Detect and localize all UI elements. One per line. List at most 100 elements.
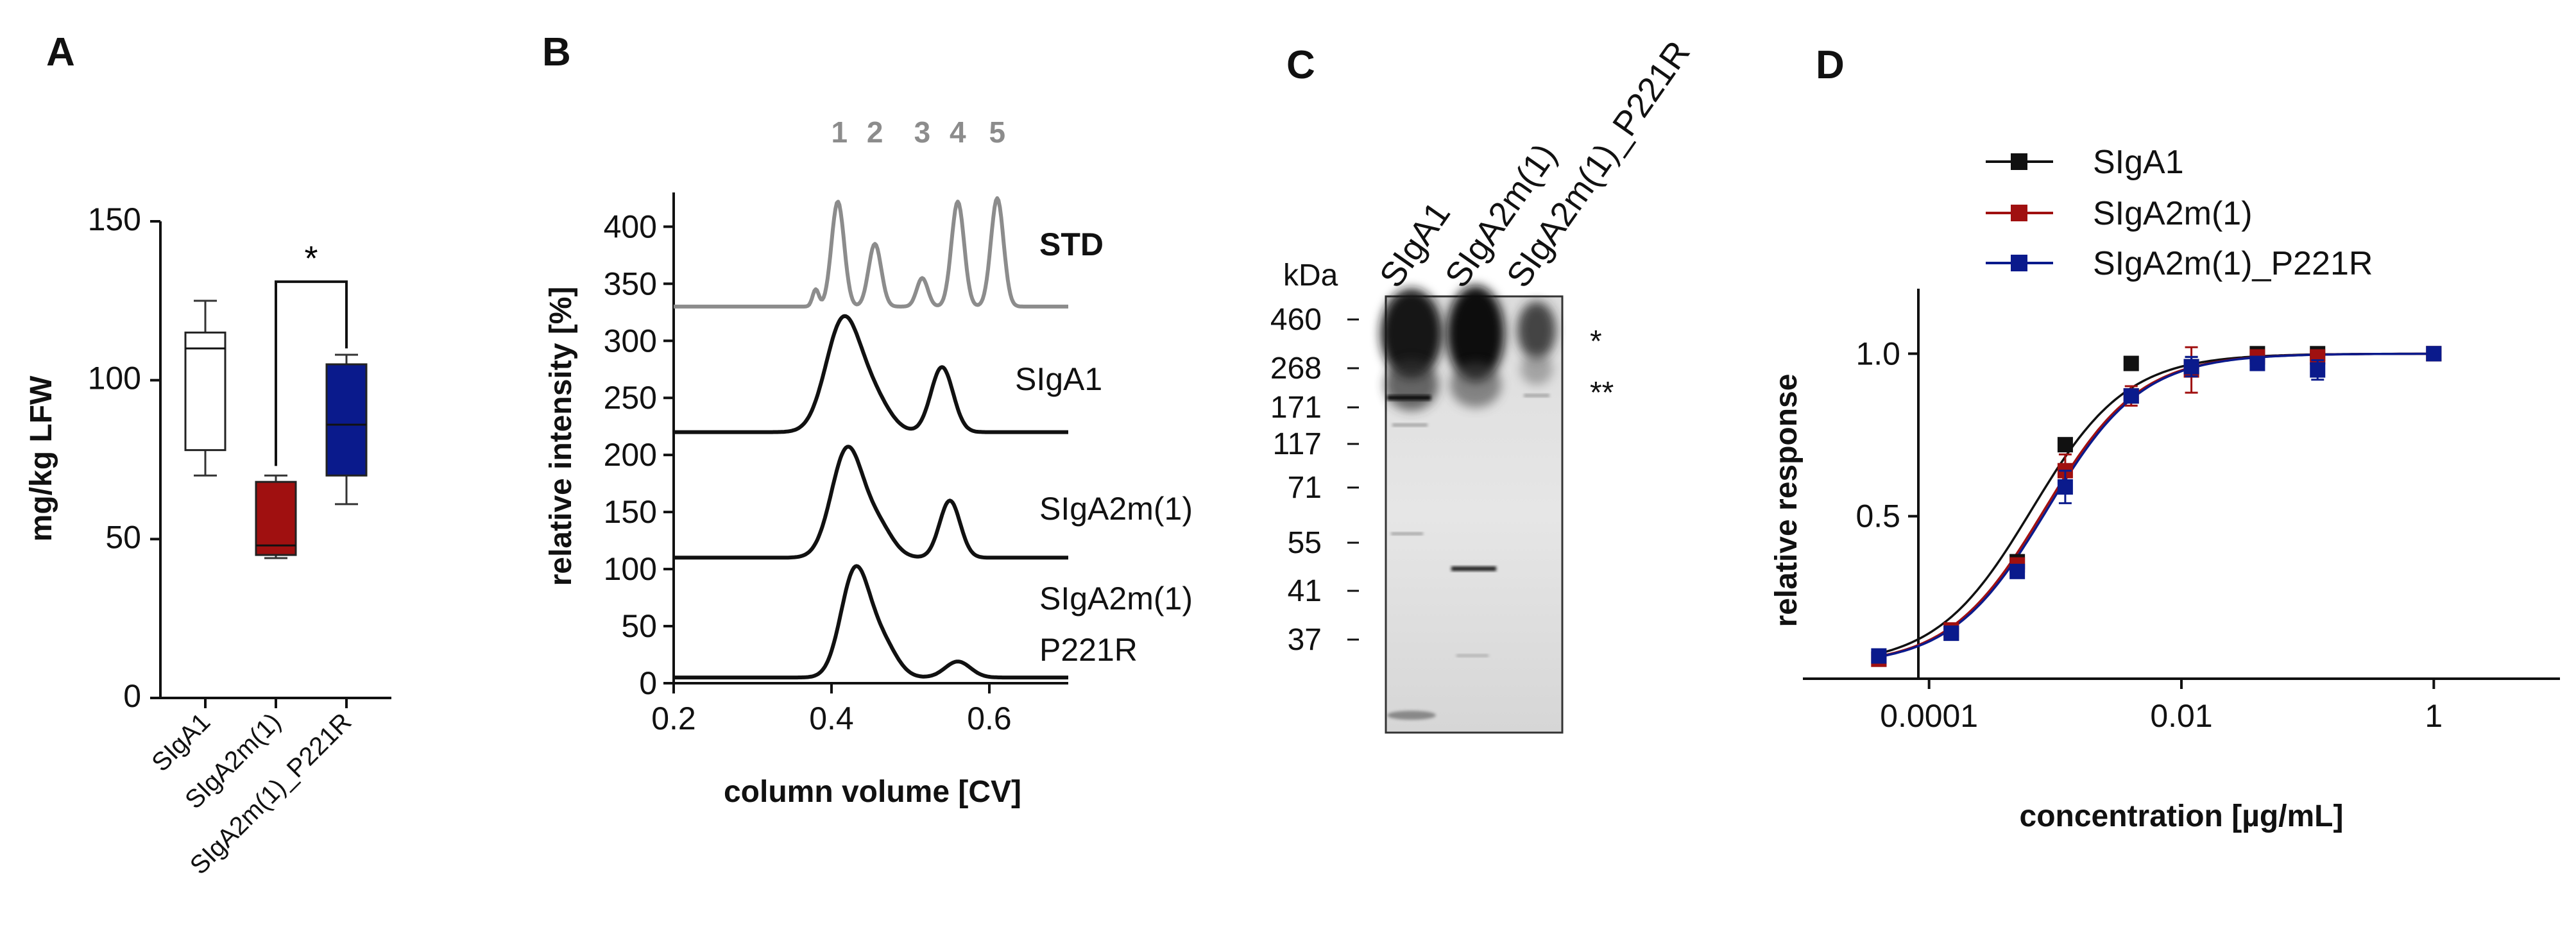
- y-ticks: 0.5 1.0: [1855, 336, 1918, 534]
- trace-siga1: [673, 314, 1069, 434]
- x-ticks: 0.0001 0.01 1: [1880, 679, 2443, 734]
- mw-label-71: 71: [1288, 471, 1322, 505]
- point-siga2m-1-p221r: [2057, 479, 2073, 495]
- trace-label-p221r-line2: P221R: [1039, 632, 1138, 668]
- trace-siga2m-1: [673, 445, 1069, 560]
- legend: SIgA1 SIgA2m(1) SIgA2m(1)_P221R: [1986, 144, 2373, 282]
- y-ticks: 0 50 100 150: [88, 201, 160, 714]
- y-tick-label: 1.0: [1855, 336, 1900, 371]
- x-ticks: 0.2 0.4 0.6: [651, 683, 1012, 736]
- x-tick-label: 0.01: [2150, 698, 2212, 734]
- y-tick-label: 150: [604, 494, 657, 530]
- mw-label-117: 117: [1272, 427, 1322, 461]
- fit-curve-siga1: [1872, 352, 2437, 656]
- trace-label-siga1: SIgA1: [1015, 361, 1102, 397]
- lane3-lower-smear: [1521, 353, 1553, 385]
- trace-label-p221r-line1: SIgA2m(1): [1039, 581, 1193, 616]
- y-tick-label: 200: [604, 437, 657, 473]
- mw-label-55: 55: [1288, 526, 1322, 560]
- x-tick-label: 0.6: [967, 701, 1012, 736]
- point-siga2m-1-p221r: [2249, 355, 2265, 371]
- x-axis-title: concentration [µg/mL]: [2020, 799, 2344, 833]
- y-tick-label: 0.5: [1855, 498, 1900, 534]
- lane2-smear: [1447, 285, 1505, 382]
- y-tick-label: 350: [604, 266, 657, 302]
- y-tick-label: 100: [604, 551, 657, 587]
- trace-std: [673, 196, 1069, 309]
- trace-siga2m-1-p221r: [673, 564, 1069, 680]
- legend-marker: [2011, 255, 2027, 271]
- annotation-double-star: **: [1590, 376, 1614, 410]
- lane2-band-41: [1451, 566, 1496, 571]
- point-siga2m-1-p221r: [2183, 359, 2199, 375]
- mw-unit-label: kDa: [1283, 259, 1338, 293]
- panel-letter-a: A: [46, 30, 75, 74]
- box-siga2m-1-p221r: [325, 363, 368, 477]
- lane2-faint-band: [1456, 654, 1488, 657]
- y-axis-title: relative intensity [%]: [544, 287, 578, 586]
- trace-label-std: STD: [1039, 226, 1104, 262]
- y-ticks: 0 50 100 150 200 250 300 350 400: [604, 208, 674, 701]
- legend-label-siga2m-1-p221r: SIgA2m(1)_P221R: [2093, 245, 2373, 282]
- x-tick-label: 0.0001: [1880, 698, 1978, 734]
- legend-label-siga1: SIgA1: [2093, 144, 2184, 181]
- mw-label-460: 460: [1270, 303, 1322, 337]
- lane1-faint-band-55: [1391, 532, 1423, 535]
- y-axis-title: mg/kg LFW: [24, 375, 58, 541]
- y-tick-label: 0: [639, 665, 657, 701]
- y-tick-label: 300: [604, 323, 657, 359]
- lane-label-siga1: SIgA1: [1372, 195, 1458, 294]
- y-tick-label: 100: [88, 361, 141, 396]
- mw-label-268: 268: [1270, 352, 1322, 386]
- point-siga1: [2123, 355, 2139, 371]
- lane3-smear: [1517, 302, 1556, 359]
- significance-bracket: [275, 280, 348, 466]
- lane1-smear: [1381, 289, 1442, 378]
- point-siga2m-1-p221r: [1943, 625, 1959, 642]
- lane1-faint-band: [1392, 423, 1428, 427]
- annotation-single-star: *: [1590, 325, 1602, 359]
- data-points: [1871, 346, 2442, 667]
- fit-curves: [1872, 352, 2437, 659]
- point-siga2m-1-p221r: [2123, 388, 2139, 404]
- x-tick-label: SIgA1: [146, 708, 216, 777]
- x-axis-title: column volume [CV]: [724, 775, 1021, 809]
- gel-bands: [1381, 285, 1556, 720]
- y-tick-label: 400: [604, 208, 657, 244]
- panel-letter-c: C: [1286, 43, 1315, 87]
- lane1-lower-smear: [1385, 359, 1438, 411]
- peak-label: 2: [867, 115, 883, 149]
- boxes: [184, 300, 368, 559]
- point-siga2m-1-p221r: [1871, 648, 1887, 664]
- legend-marker: [2011, 205, 2027, 221]
- fit-curve-siga2m-1-p221r: [1872, 352, 2437, 659]
- y-tick-label: 0: [123, 678, 141, 714]
- trace-label-siga2m1: SIgA2m(1): [1039, 491, 1193, 527]
- panel-letter-b: B: [542, 30, 571, 74]
- y-tick-label: 250: [604, 380, 657, 416]
- significance-marker: *: [304, 239, 318, 278]
- point-siga1: [2057, 437, 2073, 453]
- lane3-faint-band: [1524, 394, 1549, 397]
- lane1-dye-front: [1387, 711, 1436, 720]
- mw-label-41: 41: [1288, 574, 1322, 608]
- panel-letter-d: D: [1816, 43, 1845, 87]
- peak-label: 3: [914, 115, 931, 149]
- x-tick-label: 0.4: [809, 701, 854, 736]
- point-siga2m-1-p221r: [2009, 563, 2026, 579]
- peak-label: 4: [950, 115, 966, 149]
- point-siga2m-1-p221r: [2310, 362, 2326, 378]
- peak-label: 5: [989, 115, 1006, 149]
- mw-label-171: 171: [1270, 391, 1322, 425]
- legend-marker: [2011, 153, 2027, 170]
- lane2-lower-smear: [1450, 362, 1501, 407]
- box-siga2m-1: [255, 480, 297, 556]
- y-tick-label: 50: [621, 608, 657, 644]
